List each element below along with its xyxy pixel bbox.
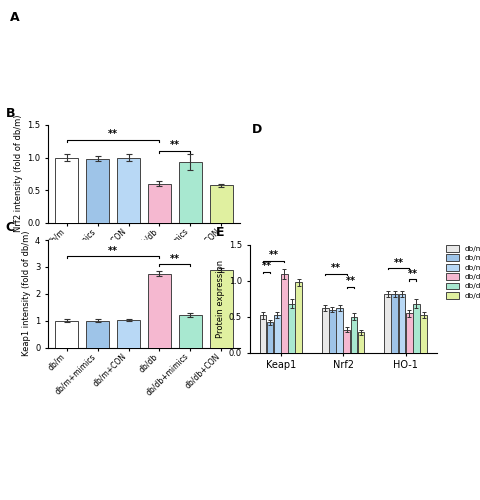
Text: B: B — [6, 107, 15, 120]
Bar — [267, 322, 274, 352]
Bar — [399, 294, 405, 352]
Text: **: ** — [170, 254, 180, 264]
Text: C: C — [6, 222, 15, 234]
Text: **: ** — [262, 261, 272, 271]
Y-axis label: Keap1 intensity (fold of db/m): Keap1 intensity (fold of db/m) — [22, 231, 31, 356]
Bar — [288, 304, 295, 352]
Y-axis label: Nrf2 intensity (fold of db/m): Nrf2 intensity (fold of db/m) — [14, 115, 23, 232]
Bar — [118, 158, 140, 222]
Bar — [406, 313, 412, 352]
Text: D: D — [252, 123, 262, 136]
Bar — [413, 304, 420, 352]
Bar — [384, 294, 391, 352]
Text: **: ** — [269, 250, 278, 260]
Bar — [322, 308, 329, 352]
Text: E: E — [216, 226, 225, 239]
Text: **: ** — [394, 258, 403, 268]
Bar — [329, 310, 336, 352]
Bar — [350, 316, 357, 352]
Bar — [344, 330, 350, 352]
Y-axis label: Protein expression: Protein expression — [216, 260, 225, 338]
Bar — [392, 294, 398, 352]
Bar — [86, 320, 108, 347]
Legend: db/m, db/m+mimics, db/m+CON, db/db, db/db+mimics, db/db+CON: db/m, db/m+mimics, db/m+CON, db/db, db/d… — [444, 243, 480, 300]
Text: **: ** — [331, 263, 341, 273]
Bar — [336, 308, 343, 352]
Bar — [210, 270, 233, 347]
Bar — [180, 314, 202, 348]
Bar — [55, 320, 78, 347]
Bar — [260, 315, 266, 352]
Text: A: A — [10, 11, 19, 24]
Text: **: ** — [346, 276, 355, 286]
Bar — [148, 274, 170, 347]
Bar — [295, 282, 302, 352]
Bar — [86, 159, 108, 222]
Bar — [420, 315, 427, 352]
Text: **: ** — [408, 269, 418, 279]
Text: **: ** — [170, 140, 180, 150]
Bar — [118, 320, 140, 347]
Text: **: ** — [108, 130, 118, 140]
Bar — [148, 184, 170, 222]
Bar — [358, 332, 364, 352]
Text: **: ** — [108, 246, 118, 256]
Bar — [55, 158, 78, 222]
Bar — [180, 162, 202, 222]
Bar — [210, 186, 233, 222]
Bar — [274, 315, 280, 352]
Bar — [281, 274, 288, 352]
